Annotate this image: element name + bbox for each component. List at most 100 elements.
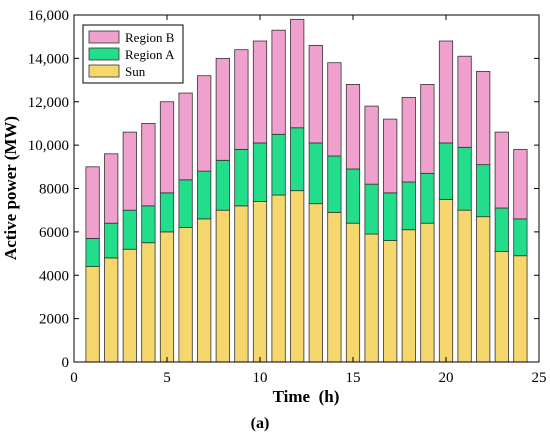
bar-sun-4 [141, 242, 156, 363]
bar-region-a-16 [364, 183, 379, 235]
bar-region-b-7 [197, 75, 212, 172]
bar-region-b-15 [345, 84, 361, 170]
bar-sun-8 [215, 209, 230, 363]
bar-sun-9 [234, 205, 249, 363]
bar-sun-24 [513, 255, 528, 363]
legend-swatch-sun [88, 64, 120, 78]
y-tick-label: 8000 [39, 182, 69, 198]
legend-swatch-region-b [88, 30, 120, 44]
figure-caption: (a) [251, 415, 270, 432]
bar-region-a-7 [197, 170, 212, 220]
bar-sun-18 [401, 229, 416, 363]
bar-region-b-20 [438, 40, 454, 144]
x-tick-label: 0 [70, 370, 78, 386]
bar-sun-6 [178, 227, 193, 363]
y-tick-label: 16,000 [28, 8, 69, 24]
bar-sun-5 [159, 231, 175, 363]
y-tick-label: 4000 [39, 268, 69, 284]
y-tick-label: 2000 [39, 312, 69, 328]
bar-sun-2 [104, 257, 119, 363]
bar-sun-21 [457, 209, 472, 363]
bar-region-a-15 [345, 168, 361, 224]
bar-region-a-4 [141, 205, 156, 244]
bar-sun-15 [345, 222, 361, 363]
bar-sun-23 [494, 250, 509, 363]
bar-sun-3 [122, 248, 137, 363]
x-tick-label: 25 [532, 370, 547, 386]
bar-region-a-21 [457, 146, 472, 211]
legend-label-region-a: Region A [125, 47, 175, 62]
legend-label-sun: Sun [125, 64, 146, 79]
bar-sun-7 [197, 218, 212, 363]
bar-sun-1 [85, 266, 100, 363]
bar-region-b-17 [383, 118, 398, 194]
bar-region-a-10 [252, 142, 268, 202]
bar-region-a-2 [104, 222, 119, 259]
bar-region-b-24 [513, 149, 528, 220]
bar-region-a-22 [476, 164, 491, 218]
x-tick-label: 20 [439, 370, 454, 386]
bar-region-b-16 [364, 105, 379, 185]
y-tick-label: 12,000 [28, 95, 69, 111]
bar-region-a-1 [85, 237, 100, 267]
x-axis-label: Time (h) [273, 387, 340, 406]
y-tick-label: 6000 [39, 225, 69, 241]
bar-sun-17 [383, 240, 398, 363]
bar-region-a-13 [308, 142, 323, 205]
bar-region-a-17 [383, 192, 398, 241]
bar-sun-20 [438, 198, 454, 363]
bar-region-b-14 [327, 62, 342, 157]
x-tick-label: 15 [346, 370, 361, 386]
bar-region-b-4 [141, 123, 156, 207]
bar-sun-12 [290, 190, 305, 363]
bar-region-a-12 [290, 127, 305, 192]
bar-region-b-8 [215, 57, 230, 161]
bar-region-a-9 [234, 149, 249, 207]
bar-region-a-6 [178, 179, 193, 228]
bar-region-b-22 [476, 70, 491, 166]
bar-region-b-2 [104, 153, 119, 224]
x-tick-label: 10 [253, 370, 268, 386]
bar-region-b-18 [401, 97, 416, 183]
bar-sun-16 [364, 233, 379, 363]
bar-region-a-3 [122, 209, 137, 250]
bar-region-b-23 [494, 131, 509, 209]
bar-region-a-18 [401, 181, 416, 231]
bar-region-b-1 [85, 166, 100, 239]
y-tick-label: 0 [62, 355, 70, 371]
legend: Region B Region A Sun [82, 24, 184, 84]
bar-sun-10 [252, 201, 268, 363]
bar-region-b-13 [308, 44, 323, 144]
x-ticks: 0 5 10 15 20 25 [70, 15, 547, 386]
y-axis-label: Active power (MW) [1, 116, 20, 260]
bar-region-b-11 [271, 29, 286, 135]
bar-sun-19 [420, 222, 435, 363]
bar-region-b-9 [234, 49, 249, 150]
bar-sun-13 [308, 203, 323, 363]
bar-region-b-12 [290, 18, 305, 129]
bar-region-a-11 [271, 133, 286, 196]
bar-region-b-19 [420, 84, 435, 174]
y-tick-label: 10,000 [28, 138, 69, 154]
bar-sun-11 [271, 194, 286, 363]
bar-region-a-19 [420, 172, 435, 224]
bar-region-a-14 [327, 155, 342, 213]
bar-region-a-5 [159, 192, 175, 233]
x-tick-label: 5 [163, 370, 171, 386]
y-tick-label: 14,000 [28, 51, 69, 67]
bar-sun-14 [327, 211, 342, 363]
legend-swatch-region-a [88, 47, 120, 61]
bar-region-b-6 [178, 92, 193, 181]
bar-region-a-23 [494, 207, 509, 252]
bar-region-b-21 [457, 55, 472, 148]
y-ticks: 0 2000 4000 6000 8000 10,000 12,000 14,000 16,00… [28, 8, 539, 371]
bar-region-a-8 [215, 159, 230, 211]
bar-sun-22 [476, 216, 491, 363]
bar-region-b-3 [122, 131, 137, 211]
bar-region-b-5 [159, 101, 175, 194]
legend-label-region-b: Region B [125, 30, 175, 45]
bar-region-b-10 [252, 40, 268, 144]
bar-region-a-24 [513, 218, 528, 257]
bar-region-a-20 [438, 142, 454, 200]
